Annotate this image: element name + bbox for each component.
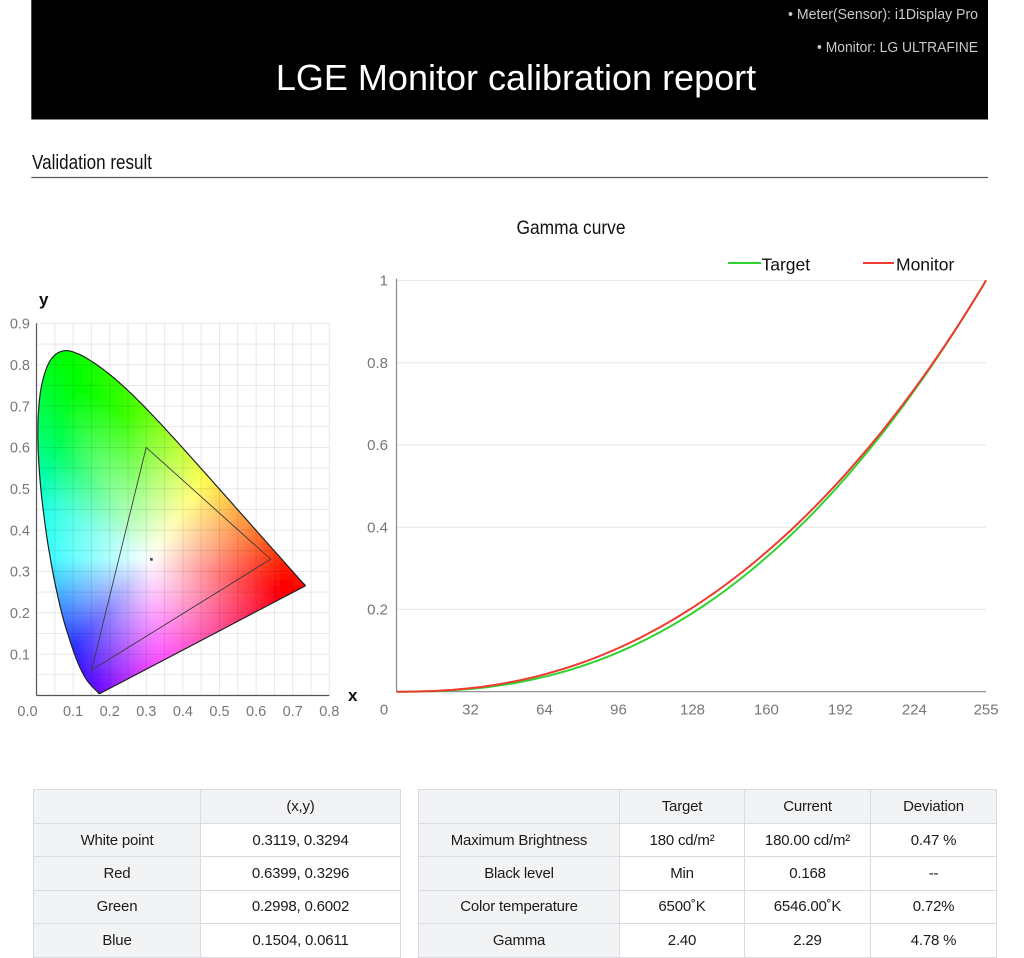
svg-text:0.4: 0.4 — [367, 519, 388, 536]
svg-text:160: 160 — [754, 702, 779, 719]
svg-text:0.0: 0.0 — [17, 704, 37, 720]
svg-text:0.1: 0.1 — [63, 704, 83, 720]
svg-text:0.1: 0.1 — [10, 647, 30, 663]
svg-text:0.4: 0.4 — [10, 523, 30, 539]
svg-text:Validation result: Validation result — [32, 152, 152, 174]
svg-text:0.2: 0.2 — [367, 602, 388, 619]
svg-text:0.2: 0.2 — [100, 704, 120, 720]
svg-text:0.6: 0.6 — [367, 437, 388, 454]
svg-text:0.3: 0.3 — [10, 565, 30, 581]
svg-text:y: y — [39, 290, 49, 309]
svg-text:0.6: 0.6 — [10, 441, 30, 457]
svg-text:x: x — [348, 686, 358, 705]
svg-text:0.8: 0.8 — [319, 704, 339, 720]
svg-text:0.9: 0.9 — [10, 317, 30, 333]
svg-text:0.7: 0.7 — [283, 704, 303, 720]
svg-text:1: 1 — [380, 273, 388, 290]
svg-text:0.5: 0.5 — [209, 704, 229, 720]
svg-text:0.5: 0.5 — [10, 482, 30, 498]
svg-text:0.3: 0.3 — [136, 704, 156, 720]
svg-text:LGE Monitor calibration report: LGE Monitor calibration report — [276, 57, 756, 98]
svg-text:224: 224 — [902, 702, 927, 719]
svg-text:0.8: 0.8 — [367, 355, 388, 372]
svg-text:0: 0 — [380, 702, 388, 719]
svg-text:0.8: 0.8 — [10, 358, 30, 374]
svg-text:64: 64 — [536, 702, 553, 719]
svg-text:• Monitor: LG ULTRAFINE: • Monitor: LG ULTRAFINE — [817, 40, 978, 56]
svg-text:Monitor: Monitor — [896, 255, 955, 275]
svg-text:96: 96 — [610, 702, 627, 719]
svg-text:0.6: 0.6 — [246, 704, 266, 720]
svg-text:Gamma curve: Gamma curve — [517, 217, 626, 239]
svg-text:0.7: 0.7 — [10, 399, 30, 415]
svg-text:0.2: 0.2 — [10, 606, 30, 622]
svg-text:128: 128 — [680, 702, 705, 719]
svg-text:32: 32 — [462, 702, 479, 719]
svg-text:255: 255 — [974, 702, 999, 719]
svg-text:Target: Target — [762, 255, 811, 275]
svg-text:0.4: 0.4 — [173, 704, 193, 720]
svg-text:• Meter(Sensor): i1Display Pro: • Meter(Sensor): i1Display Pro — [788, 7, 978, 23]
svg-text:192: 192 — [828, 702, 853, 719]
